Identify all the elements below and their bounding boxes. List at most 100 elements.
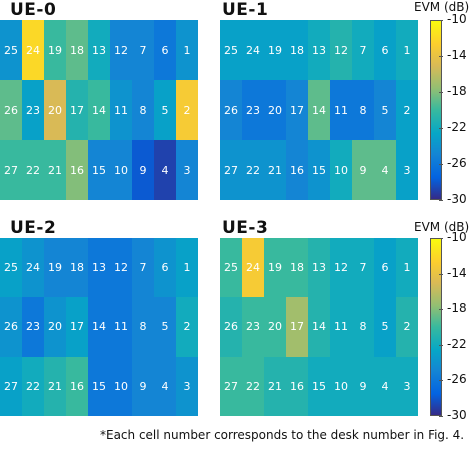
heatmap-cell: 19 [264, 20, 286, 80]
panel-title-ue0: UE-0 [10, 0, 57, 20]
heatmap-cell: 21 [44, 140, 66, 200]
heatmap-cell: 4 [374, 356, 396, 416]
colorbar-tick-label: -18 [439, 84, 467, 98]
colorbar-tick-label: -10 [439, 12, 467, 26]
heatmap-cell: 21 [264, 356, 286, 416]
colorbar-title-bottom: EVM (dB) [414, 220, 470, 234]
heatmap-cell: 5 [154, 80, 176, 140]
heatmap-cell: 4 [154, 140, 176, 200]
heatmap-cell: 20 [44, 80, 66, 140]
heatmap-cell: 15 [88, 356, 110, 416]
heatmap-cell: 24 [242, 238, 264, 298]
panel-title-ue2: UE-2 [10, 218, 57, 238]
heatmap-cell: 27 [220, 140, 242, 200]
colorbar-tick-label: -30 [439, 192, 467, 206]
heatmap-cell: 7 [352, 20, 374, 80]
heatmap-cell: 18 [286, 238, 308, 298]
heatmap-cell: 24 [242, 20, 264, 80]
heatmap-cell: 23 [22, 80, 44, 140]
heatmap-cell: 23 [242, 80, 264, 140]
heatmap-cell: 19 [44, 238, 66, 298]
heatmap-cell: 20 [44, 297, 66, 357]
colorbar-bottom [430, 238, 442, 416]
heatmap-cell: 18 [66, 238, 88, 298]
heatmap-cell: 20 [264, 297, 286, 357]
heatmap-cell: 17 [66, 297, 88, 357]
heatmap-cell: 13 [88, 20, 110, 80]
heatmap-cell: 26 [220, 80, 242, 140]
heatmap-cell: 4 [374, 140, 396, 200]
colorbar-tick-label: -22 [439, 120, 467, 134]
heatmap-cell: 17 [286, 80, 308, 140]
heatmap-cell: 11 [110, 297, 132, 357]
heatmap-cell: 11 [330, 80, 352, 140]
heatmap-cell: 18 [66, 20, 88, 80]
heatmap-cell: 6 [154, 20, 176, 80]
heatmap-cell: 10 [330, 140, 352, 200]
heatmap-cell: 14 [308, 297, 330, 357]
heatmap-cell: 24 [22, 238, 44, 298]
heatmap-cell: 1 [176, 20, 198, 80]
heatmap-cell: 25 [0, 20, 22, 80]
heatmap-cell: 7 [132, 20, 154, 80]
panel-title-ue3: UE-3 [222, 218, 269, 238]
heatmap-cell: 17 [286, 297, 308, 357]
colorbar-tick-label: -30 [439, 408, 467, 422]
heatmap-cell: 14 [88, 297, 110, 357]
heatmap-cell: 22 [22, 140, 44, 200]
heatmap-cell: 9 [352, 140, 374, 200]
heatmap-ue3: 25 24 19 18 13 12 7 6 1 26 23 20 17 14 11 8 5 2 27 22 21 16 15… [220, 238, 418, 416]
heatmap-cell: 25 [0, 238, 22, 298]
heatmap-cell: 1 [396, 238, 418, 298]
heatmap-cell: 9 [132, 140, 154, 200]
heatmap-cell: 24 [22, 20, 44, 80]
heatmap-cell: 21 [44, 356, 66, 416]
heatmap-cell: 26 [0, 297, 22, 357]
heatmap-cell: 27 [220, 356, 242, 416]
colorbar-tick-label: -22 [439, 336, 467, 351]
heatmap-cell: 16 [66, 356, 88, 416]
heatmap-cell: 8 [352, 297, 374, 357]
heatmap-cell: 1 [396, 20, 418, 80]
colorbar-tick-label: -14 [439, 265, 467, 280]
heatmap-cell: 4 [154, 356, 176, 416]
heatmap-cell: 2 [396, 80, 418, 140]
heatmap-cell: 9 [132, 356, 154, 416]
heatmap-cell: 3 [176, 140, 198, 200]
colorbar-tick-label: -18 [439, 301, 467, 316]
heatmap-cell: 27 [0, 140, 22, 200]
heatmap-cell: 5 [374, 80, 396, 140]
heatmap-cell: 5 [374, 297, 396, 357]
heatmap-cell: 22 [242, 356, 264, 416]
heatmap-cell: 22 [22, 356, 44, 416]
heatmap-cell: 26 [0, 80, 22, 140]
footnote: *Each cell number corresponds to the des… [100, 428, 465, 442]
heatmap-cell: 2 [176, 80, 198, 140]
heatmap-cell: 27 [0, 356, 22, 416]
heatmap-cell: 10 [110, 356, 132, 416]
heatmap-cell: 15 [308, 140, 330, 200]
heatmap-ue1: 25 24 19 18 13 12 7 6 1 26 23 20 17 14 11 8 5 2 27 22 21 16 15… [220, 20, 418, 200]
colorbar-top [430, 20, 442, 200]
colorbar-tick-label: -26 [439, 372, 467, 387]
heatmap-cell: 10 [110, 140, 132, 200]
heatmap-cell: 12 [330, 20, 352, 80]
heatmap-cell: 14 [308, 80, 330, 140]
heatmap-cell: 6 [374, 238, 396, 298]
heatmap-cell: 7 [352, 238, 374, 298]
heatmap-cell: 16 [66, 140, 88, 200]
heatmap-cell: 7 [132, 238, 154, 298]
heatmap-cell: 13 [88, 238, 110, 298]
heatmap-cell: 3 [396, 140, 418, 200]
heatmap-cell: 23 [242, 297, 264, 357]
heatmap-cell: 13 [308, 20, 330, 80]
heatmap-cell: 8 [132, 297, 154, 357]
heatmap-cell: 11 [330, 297, 352, 357]
colorbar-tick-label: -14 [439, 48, 467, 62]
heatmap-cell: 25 [220, 238, 242, 298]
heatmap-cell: 3 [176, 356, 198, 416]
heatmap-cell: 16 [286, 356, 308, 416]
heatmap-ue2: 25 24 19 18 13 12 7 6 1 26 23 20 17 14 11 8 5 2 27 22 21 16 15… [0, 238, 198, 416]
heatmap-cell: 6 [154, 238, 176, 298]
heatmap-cell: 22 [242, 140, 264, 200]
